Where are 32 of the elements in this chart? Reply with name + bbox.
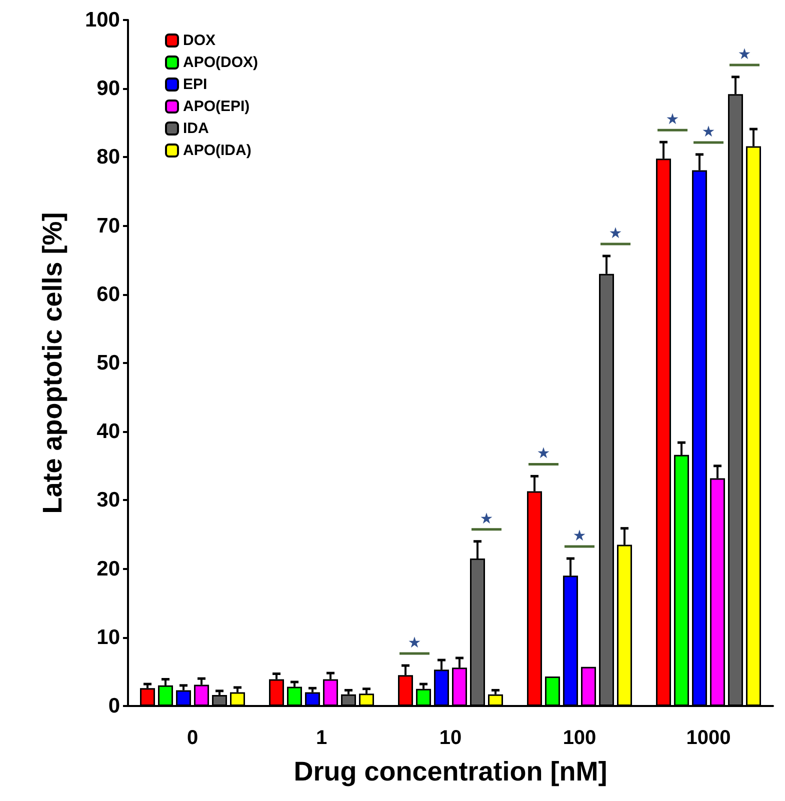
y-tick-label: 90 xyxy=(96,77,120,100)
annotation: ★ xyxy=(536,444,550,462)
annotation: ★ xyxy=(738,44,752,63)
annotation: ★ xyxy=(572,526,586,545)
x-tick-label: 10 xyxy=(439,727,462,749)
annotation: ★ xyxy=(666,110,680,128)
legend-label: APO(EPI) xyxy=(183,98,250,115)
legend-label: IDA xyxy=(183,120,209,137)
annotation: ★ xyxy=(702,122,716,140)
legend-label: EPI xyxy=(183,76,208,93)
annotation: ★ xyxy=(480,509,494,528)
y-tick-label: 20 xyxy=(96,557,120,580)
legend-label: DOX xyxy=(183,32,216,49)
y-tick-label: 30 xyxy=(96,488,120,512)
x-axis-title: Drug concentration [nM] xyxy=(294,756,608,786)
y-tick-label: 60 xyxy=(96,282,120,306)
legend-label: APO(IDA) xyxy=(183,142,252,159)
x-tick-label: 1 xyxy=(316,727,328,749)
y-tick-label: 40 xyxy=(96,420,120,444)
y-tick-label: 80 xyxy=(96,146,120,169)
y-tick-label: 50 xyxy=(96,352,120,374)
annotation: ★ xyxy=(408,634,422,652)
annotation: ★ xyxy=(608,224,622,242)
legend-label: APO(DOX) xyxy=(183,54,258,71)
x-tick-label: 100 xyxy=(562,727,596,749)
y-tick-label: 10 xyxy=(96,626,120,649)
y-tick-label: 100 xyxy=(84,8,120,32)
y-tick-label: 0 xyxy=(108,694,120,718)
y-tick-label: 70 xyxy=(96,214,120,238)
x-tick-label: 1000 xyxy=(686,727,731,749)
x-tick-label: 0 xyxy=(186,727,198,749)
y-axis-title: Late apoptotic cells [%] xyxy=(38,212,68,514)
